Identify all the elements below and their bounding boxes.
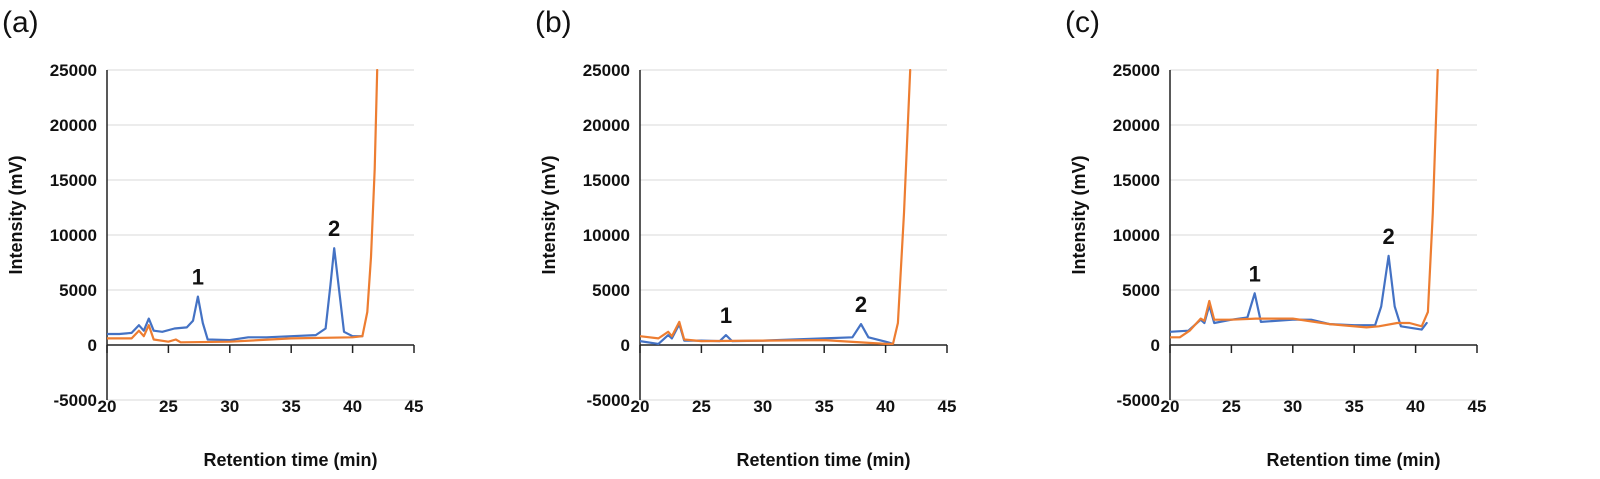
y-tick-label: 5000 (1122, 281, 1160, 300)
x-tick-label: 40 (343, 397, 362, 416)
series-line-orange (640, 69, 912, 345)
peak-label-1: 1 (1249, 261, 1261, 286)
x-tick-label: 35 (282, 397, 301, 416)
y-tick-label: 15000 (1113, 171, 1160, 190)
y-axis-label: Intensity (mV) (6, 155, 26, 274)
series-line-blue (640, 323, 893, 345)
peak-label-2: 2 (328, 216, 340, 241)
y-tick-label: 0 (1151, 336, 1160, 355)
y-tick-label: 0 (88, 336, 97, 355)
y-tick-label: 20000 (583, 116, 630, 135)
y-tick-label: 25000 (50, 61, 97, 80)
series-line-orange (107, 69, 379, 344)
y-tick-label: 5000 (59, 281, 97, 300)
y-tick-label: -5000 (54, 391, 97, 410)
x-tick-label: 35 (1345, 397, 1364, 416)
y-tick-label: 20000 (1113, 116, 1160, 135)
x-tick-label: 20 (1161, 397, 1180, 416)
x-tick-label: 45 (405, 397, 424, 416)
y-tick-label: 0 (621, 336, 630, 355)
peak-label-2: 2 (855, 292, 867, 317)
x-tick-label: 25 (692, 397, 711, 416)
x-tick-label: 30 (1283, 397, 1302, 416)
y-tick-label: 15000 (583, 171, 630, 190)
y-tick-label: 25000 (583, 61, 630, 80)
y-tick-label: 10000 (583, 226, 630, 245)
peak-label-1: 1 (192, 265, 204, 290)
x-axis-label: Retention time (min) (204, 450, 378, 470)
y-tick-label: 25000 (1113, 61, 1160, 80)
x-tick-label: 20 (98, 397, 117, 416)
x-tick-label: 40 (1406, 397, 1425, 416)
x-tick-label: 40 (876, 397, 895, 416)
y-tick-label: -5000 (587, 391, 630, 410)
x-tick-label: 35 (815, 397, 834, 416)
y-tick-label: 15000 (50, 171, 97, 190)
series-line-blue (107, 247, 364, 342)
x-axis-label: Retention time (min) (737, 450, 911, 470)
y-axis-label: Intensity (mV) (1069, 155, 1089, 274)
y-tick-label: 10000 (50, 226, 97, 245)
panel-c: -5000 0 5000 10000 15000 20000 25000 20 25 30 35 40… (1065, 6, 1486, 470)
x-tick-label: 45 (1468, 397, 1487, 416)
panel-label: (c) (1065, 6, 1100, 39)
y-tick-label: 10000 (1113, 226, 1160, 245)
panel-a: -5000 0 5000 10000 15000 20000 25000 20 25 30 35 40… (2, 6, 423, 470)
panel-label: (a) (2, 6, 39, 39)
x-tick-label: 25 (1222, 397, 1241, 416)
panel-label: (b) (535, 6, 572, 39)
y-axis-label: Intensity (mV) (539, 155, 559, 274)
x-tick-label: 45 (938, 397, 957, 416)
y-tick-label: 5000 (592, 281, 630, 300)
x-tick-label: 20 (631, 397, 650, 416)
panel-b: -5000 0 5000 10000 15000 20000 25000 20 25 30 35 40… (535, 6, 956, 470)
x-tick-label: 30 (753, 397, 772, 416)
peak-label-2: 2 (1382, 224, 1394, 249)
x-tick-label: 25 (159, 397, 178, 416)
y-tick-label: -5000 (1117, 391, 1160, 410)
x-tick-label: 30 (220, 397, 239, 416)
y-tick-label: 20000 (50, 116, 97, 135)
peak-label-1: 1 (720, 303, 732, 328)
series-line-orange (1170, 69, 1439, 339)
x-axis-label: Retention time (min) (1267, 450, 1441, 470)
